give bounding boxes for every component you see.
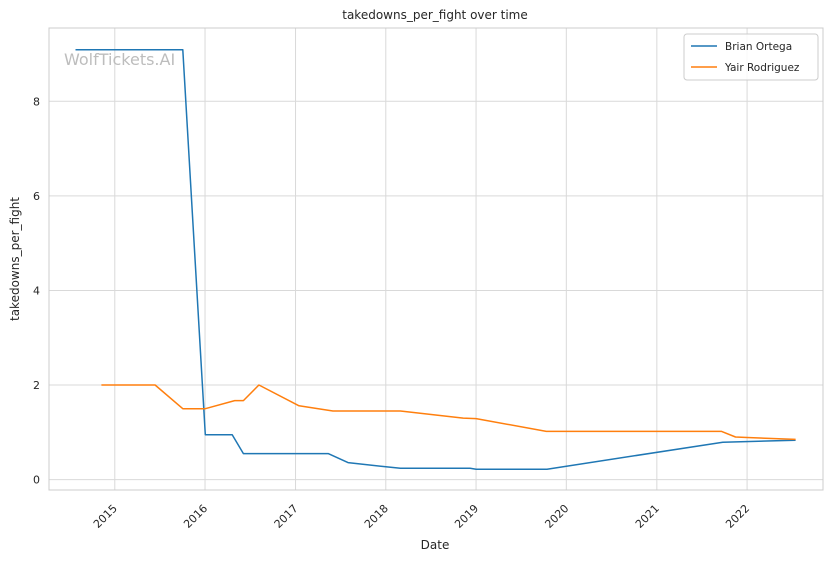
x-tick-label: 2016	[181, 502, 210, 531]
x-axis-label: Date	[421, 538, 450, 552]
x-tick-label: 2018	[362, 502, 391, 531]
y-axis-label: takedowns_per_fight	[8, 197, 22, 321]
x-tick-label: 2022	[723, 502, 752, 531]
grid	[49, 28, 823, 490]
x-tick-label: 2019	[452, 502, 481, 531]
legend-label-brian-ortega: Brian Ortega	[725, 41, 792, 53]
legend-label-yair-rodriguez: Yair Rodriguez	[724, 62, 800, 74]
tick-labels: 0 2 4 6 8 2015 2016 2017 2018 2019 2020 2021 2022	[33, 95, 752, 531]
series-line-brian-ortega	[75, 49, 796, 470]
series-layer	[75, 49, 796, 470]
legend: Brian Ortega Yair Rodriguez	[683, 33, 819, 81]
legend-box	[683, 33, 819, 81]
x-tick-label: 2015	[91, 502, 120, 531]
y-tick-label: 0	[33, 474, 40, 487]
x-tick-label: 2021	[633, 502, 662, 531]
plot-frame	[48, 27, 824, 491]
x-tick-label: 2020	[542, 502, 571, 531]
y-tick-label: 8	[33, 95, 40, 108]
y-tick-label: 2	[33, 379, 40, 392]
series-line-yair-rodriguez	[101, 384, 796, 441]
y-tick-label: 6	[33, 190, 40, 203]
y-tick-label: 4	[33, 284, 40, 297]
chart-title: takedowns_per_fight over time	[342, 8, 528, 22]
watermark-text: WolfTickets.AI	[64, 50, 175, 69]
x-tick-label: 2017	[272, 502, 301, 531]
